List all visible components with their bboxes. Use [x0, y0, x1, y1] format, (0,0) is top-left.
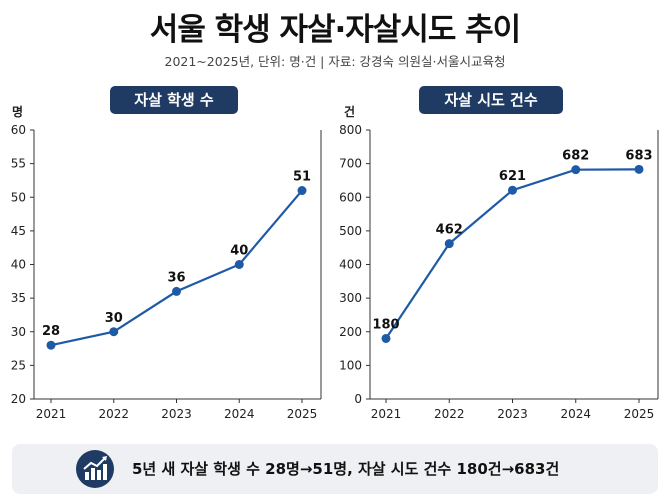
chart-1-y-tick-label: 20	[11, 392, 26, 406]
chart-2-y-tick-label: 0	[354, 392, 362, 406]
chart-2-series-line	[385, 168, 640, 340]
chart-2-y-tick-label: 700	[339, 157, 362, 171]
chart-1-y-tick-label: 50	[11, 190, 26, 204]
chart-2-data-point	[381, 333, 391, 343]
chart-1-data-label: 51	[293, 170, 311, 185]
chart-2-y-tick-label: 500	[339, 224, 362, 238]
chart-1-y-tick-label: 60	[11, 123, 26, 137]
chart-2-y-tick-label: 300	[339, 291, 362, 305]
page-subtitle: 2021~2025년, 단위: 명·건 | 자료: 강경숙 의원실·서울시교육청	[164, 54, 506, 69]
summary-bar: 5년 새 자살 학생 수 28명→51명, 자살 시도 건수 180건→683건	[12, 444, 658, 494]
chart-2-x-tick-label: 2024	[560, 407, 591, 421]
chart-2-x-tick-label: 2023	[497, 407, 528, 421]
chart-1-y-tick-label: 45	[11, 224, 26, 238]
chart-1-data-point	[172, 286, 181, 296]
growth-chart-icon	[76, 450, 114, 488]
chart-2-plot: 0 100 200 300 400 500 600 700 800 건 2021 2022 2023 20…	[339, 104, 659, 421]
chart-1-x-tick-label: 2024	[224, 407, 255, 421]
chart-2-data-point	[444, 239, 454, 249]
chart-1-data-label: 28	[42, 324, 60, 339]
chart-2-y-tick-label: 400	[339, 258, 362, 272]
chart-2-data-label: 621	[499, 169, 526, 184]
chart-2-x-tick-label: 2021	[371, 407, 402, 421]
chart-2-data-label: 683	[625, 148, 652, 163]
chart-1-title: 자살 학생 수	[110, 86, 238, 114]
chart-1-y-tick-label: 30	[11, 325, 26, 339]
chart-1-y-tick-label: 55	[11, 157, 26, 171]
chart-2-data-label: 682	[562, 149, 589, 164]
chart-2-data-label: 180	[372, 317, 399, 332]
chart-1-y-tick-label: 25	[11, 358, 26, 372]
chart-1-data-point	[297, 186, 307, 196]
chart-1-data-point	[46, 340, 56, 350]
summary-text: 5년 새 자살 학생 수 28명→51명, 자살 시도 건수 180건→683건	[132, 460, 560, 478]
chart-1-y-unit-label: 명	[12, 105, 23, 119]
chart-2-data-point	[571, 165, 581, 175]
chart-2-y-tick-label: 200	[339, 325, 362, 339]
chart-2-y-tick-label: 100	[339, 358, 362, 372]
chart-1-x-tick-label: 2021	[36, 407, 67, 421]
chart-2-data-point	[634, 164, 644, 174]
chart-2-y-tick-label: 600	[339, 190, 362, 204]
chart-1-data-point	[109, 327, 119, 337]
chart-2-data-label: 462	[436, 223, 463, 238]
chart-2-title: 자살 시도 건수	[419, 86, 563, 114]
chart-1-data-label: 30	[105, 311, 123, 326]
chart-1-y-tick-label: 40	[11, 258, 26, 272]
chart-1-x-tick-label: 2025	[287, 407, 318, 421]
chart-1-data-label: 40	[230, 244, 248, 259]
page-title: 서울 학생 자살·자살시도 추이	[149, 12, 521, 48]
chart-2-y-tick-label: 800	[339, 123, 362, 137]
chart-2-x-tick-label: 2025	[624, 407, 655, 421]
chart-1-x-tick-label: 2023	[161, 407, 192, 421]
chart-1-y-tick-label: 35	[11, 291, 26, 305]
chart-2-x-tick-label: 2022	[434, 407, 465, 421]
chart-2-data-point	[508, 185, 517, 195]
chart-1-data-label: 36	[167, 270, 185, 285]
chart-2-y-unit-label: 건	[344, 104, 355, 119]
chart-1-x-tick-label: 2022	[98, 407, 129, 421]
chart-1-data-point	[234, 260, 244, 269]
